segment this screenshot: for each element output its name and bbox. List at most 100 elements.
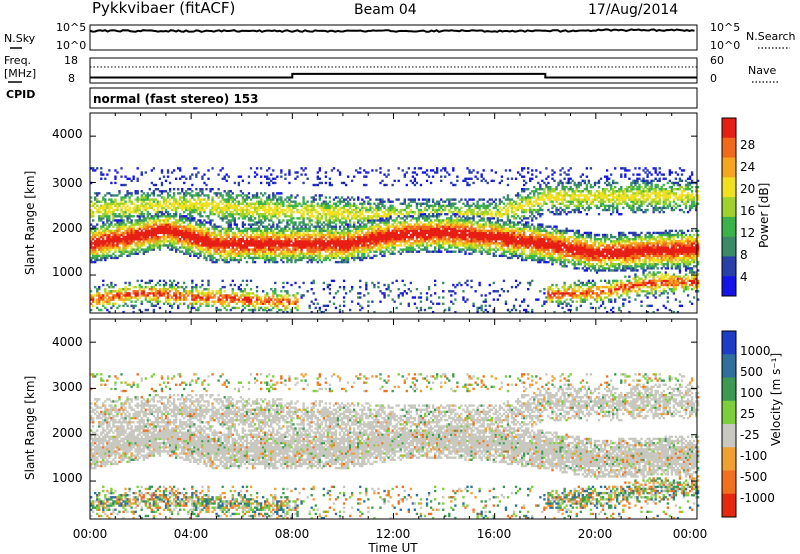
power-cell xyxy=(231,227,234,230)
power-cell xyxy=(112,242,115,245)
power-cell xyxy=(324,242,328,245)
power-cell xyxy=(395,231,398,235)
power-cell xyxy=(183,194,186,197)
power-cell xyxy=(128,213,131,216)
power-cell xyxy=(205,288,208,291)
power-cell xyxy=(227,208,230,212)
power-cell xyxy=(433,208,437,212)
power-cell xyxy=(330,206,334,210)
power-cell xyxy=(185,177,188,180)
power-cell xyxy=(229,210,232,214)
power-cell xyxy=(259,219,263,222)
power-cell xyxy=(348,213,352,216)
power-cell xyxy=(118,290,121,293)
power-cell xyxy=(431,238,435,241)
power-cell xyxy=(90,296,93,299)
power-cell xyxy=(427,198,431,201)
power-cell xyxy=(136,248,139,251)
power-cell xyxy=(379,206,382,210)
power-cell xyxy=(104,246,107,249)
power-cell xyxy=(104,204,107,208)
power-cell xyxy=(231,250,234,253)
power-cell xyxy=(102,229,105,233)
power-cell xyxy=(233,306,236,310)
power-cell xyxy=(278,198,281,201)
power-cell xyxy=(442,235,445,239)
power-cell xyxy=(367,300,370,303)
power-cell xyxy=(332,225,336,228)
power-cell xyxy=(162,229,166,233)
power-cell xyxy=(189,248,192,251)
power-cell xyxy=(229,283,232,287)
power-cell xyxy=(209,235,212,239)
power-cell xyxy=(314,242,317,245)
power-cell xyxy=(102,254,105,258)
power-cell xyxy=(92,169,95,172)
power-cell xyxy=(130,250,133,253)
power-cell xyxy=(189,233,192,237)
power-cell xyxy=(389,252,392,255)
power-cell xyxy=(132,306,135,310)
power-cell xyxy=(272,258,275,262)
power-cell xyxy=(227,231,230,235)
power-cell xyxy=(142,208,145,212)
power-cell xyxy=(310,260,313,264)
power-cell xyxy=(227,302,230,305)
power-cell xyxy=(209,254,212,258)
power-cell xyxy=(195,167,198,170)
power-cell xyxy=(270,200,273,203)
power-cell xyxy=(391,233,394,237)
power-cell xyxy=(272,240,275,243)
power-cell xyxy=(326,225,330,228)
power-cell xyxy=(284,238,287,241)
power-cell xyxy=(241,246,245,249)
power-cell xyxy=(144,208,147,212)
power-cell xyxy=(336,169,340,172)
power-cell xyxy=(259,213,263,216)
power-cell xyxy=(326,210,330,214)
power-cell xyxy=(421,229,425,233)
power-cell xyxy=(438,233,441,237)
power-cell xyxy=(215,248,218,251)
power-cell xyxy=(96,246,99,249)
power-cell xyxy=(172,285,176,289)
power-cell xyxy=(377,229,380,233)
power-cell xyxy=(211,204,214,208)
power-cell xyxy=(332,233,336,237)
power-cell xyxy=(243,306,247,310)
power-cell xyxy=(90,246,93,249)
power-cell xyxy=(266,294,269,297)
power-cell xyxy=(302,169,305,172)
power-cell xyxy=(276,306,279,310)
power-cell xyxy=(122,221,125,224)
power-cell xyxy=(207,250,210,253)
power-cell xyxy=(104,248,107,251)
power-cell xyxy=(450,250,453,253)
power-cell xyxy=(419,215,423,218)
power-cell xyxy=(199,219,202,222)
power-cell xyxy=(334,196,338,199)
power-cell xyxy=(440,223,443,226)
power-cell xyxy=(201,298,204,301)
power-cell xyxy=(207,217,210,220)
power-cell xyxy=(126,194,129,197)
power-cell xyxy=(381,254,384,258)
power-cell xyxy=(433,279,437,283)
power-cell xyxy=(106,229,109,233)
power-cell xyxy=(128,221,131,224)
power-cell xyxy=(409,198,413,201)
power-cell xyxy=(403,208,406,212)
power-cell xyxy=(183,198,186,201)
power-cell xyxy=(142,288,145,291)
power-cell xyxy=(452,233,455,237)
power-cell xyxy=(162,288,166,291)
power-cell xyxy=(328,258,332,262)
power-cell xyxy=(150,248,154,251)
power-cell xyxy=(282,210,285,214)
power-cell xyxy=(312,208,315,212)
power-cell xyxy=(253,256,257,260)
power-cell xyxy=(130,240,133,243)
power-cell xyxy=(227,235,230,239)
power-cell xyxy=(114,213,117,216)
power-cell xyxy=(170,242,174,245)
